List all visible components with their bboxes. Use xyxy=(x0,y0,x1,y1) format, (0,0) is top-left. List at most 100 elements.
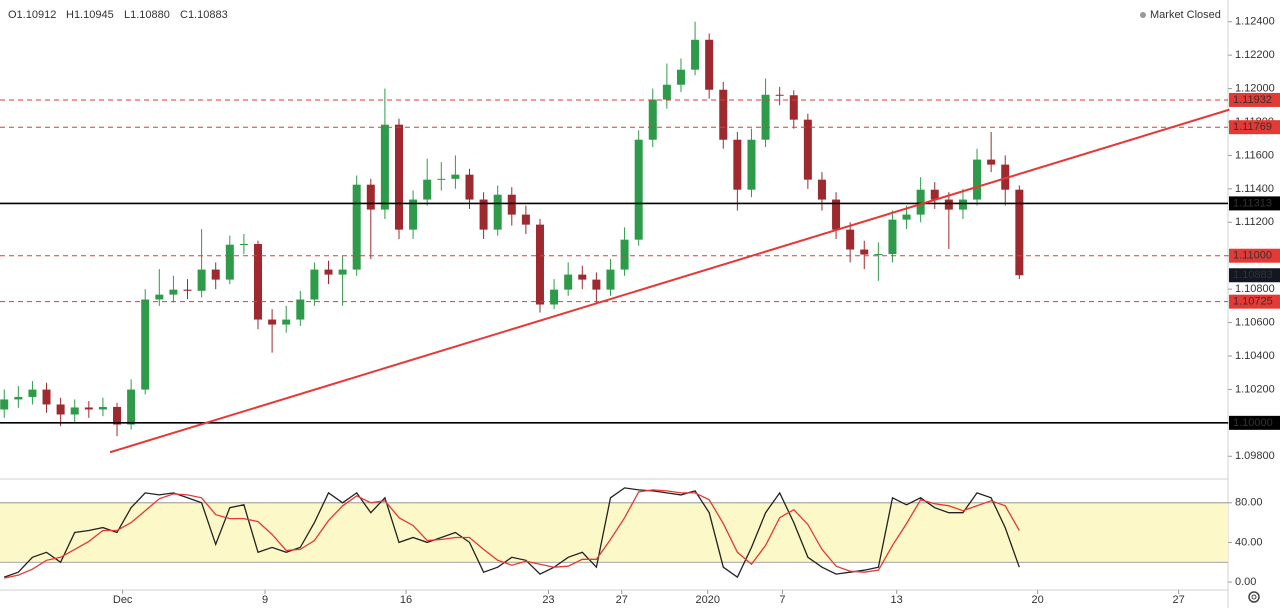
x-tick-label: 20 xyxy=(1032,594,1044,606)
candle-body xyxy=(141,299,150,390)
candle-body xyxy=(1001,164,1010,190)
candle-body xyxy=(0,399,9,410)
candle-body xyxy=(84,407,93,410)
candle-body xyxy=(465,174,474,200)
settings-icon[interactable] xyxy=(1248,591,1260,603)
candle-body xyxy=(860,249,869,255)
y-tick-label: 1.11600 xyxy=(1235,149,1274,161)
candle-body xyxy=(409,199,418,230)
candle-body xyxy=(1015,189,1024,276)
candle-body xyxy=(155,294,164,300)
candle-body xyxy=(437,178,446,180)
x-tick-label: 9 xyxy=(262,594,268,606)
candle-body xyxy=(761,94,770,140)
stoch-y-tick-label: 80.00 xyxy=(1235,497,1263,509)
level-tag xyxy=(1229,268,1280,283)
candle-body xyxy=(127,389,136,425)
candle-body xyxy=(564,274,573,290)
candle-body xyxy=(691,39,700,70)
candle-body xyxy=(944,199,953,210)
level-tag xyxy=(1229,248,1280,263)
close-readout: C1.10883 xyxy=(180,9,228,21)
candle-body xyxy=(380,124,389,210)
candle-body xyxy=(733,139,742,190)
x-tick-label: 23 xyxy=(542,594,554,606)
candle-body xyxy=(719,89,728,140)
candle-body xyxy=(832,199,841,230)
candle-body xyxy=(423,179,432,200)
candle-body xyxy=(817,179,826,200)
x-tick-label: 13 xyxy=(891,594,903,606)
candle-body xyxy=(620,239,629,270)
candle-body xyxy=(28,389,37,397)
x-tick-label: 27 xyxy=(616,594,628,606)
y-tick-label: 1.12200 xyxy=(1235,49,1275,61)
y-tick-label: 1.10200 xyxy=(1235,383,1275,395)
candle-body xyxy=(268,319,277,325)
candle-body xyxy=(648,99,657,140)
candle-body xyxy=(507,194,516,215)
candle-body xyxy=(987,159,996,165)
y-tick-label: 1.10600 xyxy=(1235,316,1275,328)
market-status: Market Closed xyxy=(1150,9,1221,21)
candle-body xyxy=(197,269,206,291)
candle-body xyxy=(113,406,122,425)
level-tag-label: 1.10883 xyxy=(1233,269,1273,281)
candle-body xyxy=(493,194,502,230)
x-tick-label: 7 xyxy=(779,594,785,606)
level-tag xyxy=(1229,294,1280,309)
candle-body xyxy=(310,269,319,300)
candle-body xyxy=(789,95,798,120)
candle-body xyxy=(324,269,333,275)
candle-body xyxy=(56,404,65,415)
candle-body xyxy=(394,124,403,230)
candle-body xyxy=(296,299,305,320)
candle-body xyxy=(366,184,375,210)
candle-body xyxy=(803,119,812,180)
high-readout: H1.10945 xyxy=(66,9,114,21)
candle-body xyxy=(634,139,643,240)
y-tick-label: 1.12400 xyxy=(1235,16,1275,28)
stoch-line xyxy=(3,487,1020,579)
level-tag-label: 1.11000 xyxy=(1233,250,1272,262)
x-tick-label: Dec xyxy=(113,594,133,606)
candle-body xyxy=(352,184,361,270)
candle-body xyxy=(662,84,671,100)
candle-body xyxy=(183,289,192,291)
candle-body xyxy=(98,406,107,410)
candle-body xyxy=(42,389,51,405)
gear-hub[interactable] xyxy=(1251,594,1257,600)
level-tag-label: 1.11932 xyxy=(1233,94,1272,106)
level-tag xyxy=(1229,92,1280,107)
candle-body xyxy=(239,244,248,246)
status-dot xyxy=(1140,12,1146,18)
level-tag xyxy=(1229,196,1280,211)
level-tag-label: 1.10000 xyxy=(1233,417,1273,429)
candle-body xyxy=(958,199,967,210)
level-tag xyxy=(1229,415,1280,430)
candle-body xyxy=(846,229,855,250)
candle-body xyxy=(578,274,587,280)
stoch-line xyxy=(4,489,1020,579)
candle-body xyxy=(550,289,559,305)
candle-body xyxy=(169,289,178,295)
candle-body xyxy=(282,319,291,325)
candle-body xyxy=(705,39,714,90)
candle-body xyxy=(916,189,925,215)
open-readout: O1.10912 xyxy=(8,9,56,21)
y-tick-label: 1.12000 xyxy=(1235,82,1275,94)
candle-body xyxy=(902,214,911,220)
candle-body xyxy=(225,244,234,280)
low-readout: L1.10880 xyxy=(124,9,170,21)
candle-body xyxy=(451,174,460,179)
x-tick-label: 16 xyxy=(400,594,412,606)
candle-body xyxy=(747,139,756,190)
stoch-y-tick-label: 40.00 xyxy=(1235,536,1263,548)
y-tick-label: 1.10400 xyxy=(1235,350,1275,362)
candle-body xyxy=(930,189,939,200)
gear[interactable] xyxy=(1248,591,1260,603)
candle-body xyxy=(606,269,615,290)
candle-body xyxy=(521,214,530,225)
candle-body xyxy=(14,396,23,400)
